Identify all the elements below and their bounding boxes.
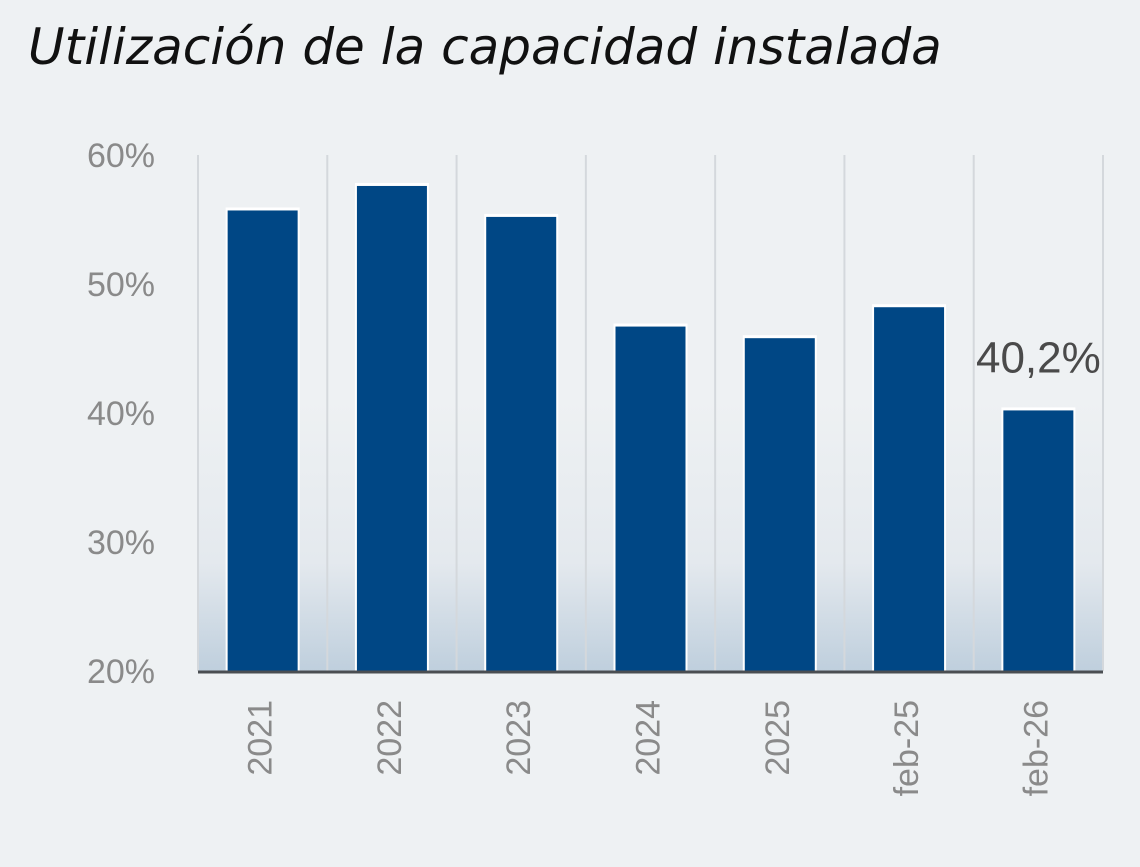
x-tick-label: 2024	[629, 700, 667, 776]
bar-2022	[356, 185, 427, 671]
x-tick-label: 2022	[371, 700, 409, 776]
y-tick-label: 50%	[87, 266, 155, 304]
x-tick-label: 2023	[500, 700, 538, 776]
x-tick-label: feb-26	[1017, 700, 1055, 796]
x-tick-label: feb-25	[888, 700, 926, 796]
x-tick-label: 2025	[759, 700, 797, 776]
bar-feb-25	[874, 307, 945, 671]
bar-feb-26	[1003, 410, 1074, 671]
y-tick-label: 30%	[87, 524, 155, 562]
data-label: 40,2%	[976, 333, 1101, 382]
bar-2025	[744, 338, 815, 671]
bar-2024	[615, 326, 686, 671]
chart-title: Utilización de la capacidad instalada	[28, 18, 942, 76]
x-tick-label: 2021	[242, 700, 280, 776]
y-tick-label: 60%	[87, 137, 155, 175]
bar-2023	[486, 216, 557, 672]
y-tick-label: 20%	[87, 653, 155, 691]
y-tick-label: 40%	[87, 395, 155, 433]
bar-2021	[227, 210, 298, 671]
